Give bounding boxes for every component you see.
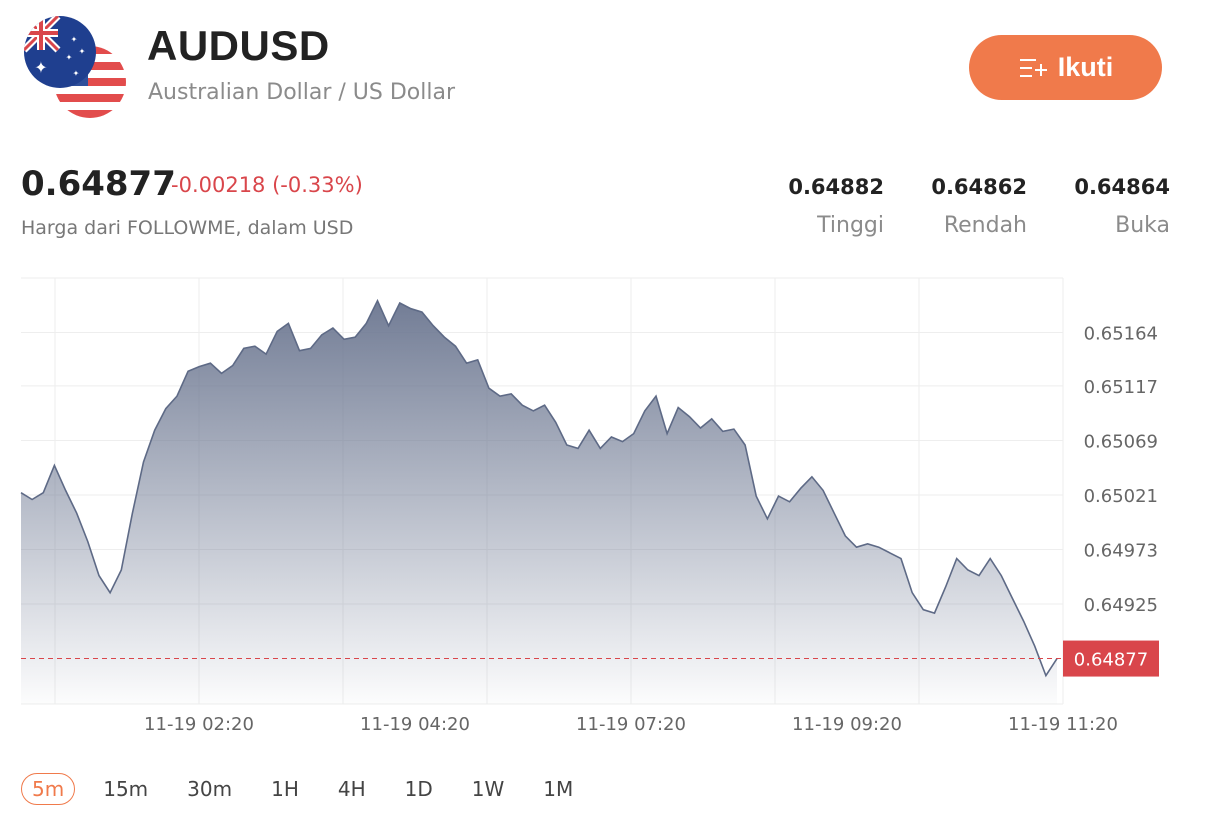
stat-high-value: 0.64882 xyxy=(788,175,884,199)
add-to-list-icon xyxy=(1019,58,1047,77)
x-tick-label: 11-19 07:20 xyxy=(576,714,686,735)
y-tick-label: 0.65164 xyxy=(1084,324,1158,345)
stat-high-label: Tinggi xyxy=(817,213,884,238)
y-tick-label: 0.64973 xyxy=(1084,541,1158,562)
stat-open: 0.64864 Buka xyxy=(1030,175,1170,238)
current-price-label: 0.64877 xyxy=(1074,650,1148,671)
timeframe-1m[interactable]: 1M xyxy=(543,777,574,801)
x-tick-label: 11-19 02:20 xyxy=(144,714,254,735)
svg-text:✦: ✦ xyxy=(79,47,86,56)
stat-low-label: Rendah xyxy=(943,213,1027,238)
timeframe-15m[interactable]: 15m xyxy=(103,777,149,801)
stat-high: 0.64882 Tinggi xyxy=(744,175,884,238)
y-tick-label: 0.65117 xyxy=(1084,377,1158,398)
timeframe-selector: 5m 15m 30m 1H 4H 1D 1W 1M xyxy=(21,773,601,805)
price-chart[interactable]: 0.65164 0.65117 0.65069 0.65021 0.64973 0.649… xyxy=(0,270,1206,740)
currency-pair-flags: ✦ ✦ ✦ ✦ ✦ xyxy=(24,16,128,120)
follow-button-label: Ikuti xyxy=(1057,52,1114,82)
price-line xyxy=(20,298,1058,678)
x-tick-label: 11-19 04:20 xyxy=(360,714,470,735)
timeframe-5m[interactable]: 5m xyxy=(21,773,76,805)
timeframe-1w[interactable]: 1W xyxy=(471,777,505,801)
svg-text:✦: ✦ xyxy=(34,58,47,77)
australia-flag-icon: ✦ ✦ ✦ ✦ ✦ xyxy=(24,16,96,88)
timeframe-30m[interactable]: 30m xyxy=(187,777,233,801)
timeframe-1h[interactable]: 1H xyxy=(271,777,299,801)
x-tick-label: 11-19 11:20 xyxy=(1008,714,1118,735)
svg-text:✦: ✦ xyxy=(71,35,78,44)
y-tick-label: 0.65069 xyxy=(1084,431,1158,452)
last-price: 0.64877 xyxy=(21,164,176,204)
price-area-fill xyxy=(21,300,1057,704)
stat-open-label: Buka xyxy=(1115,213,1170,238)
current-price-tag xyxy=(1063,640,1159,677)
symbol-title: AUDUSD xyxy=(147,22,330,69)
pair-full-name: Australian Dollar / US Dollar xyxy=(148,80,456,105)
svg-text:✦: ✦ xyxy=(66,53,73,62)
timeframe-1d[interactable]: 1D xyxy=(404,777,433,801)
y-tick-label: 0.64925 xyxy=(1084,595,1158,616)
stat-low-value: 0.64862 xyxy=(931,175,1027,199)
y-tick-label: 0.65021 xyxy=(1084,486,1158,507)
price-source-note: Harga dari FOLLOWME, dalam USD xyxy=(21,217,354,239)
follow-button[interactable]: Ikuti xyxy=(969,35,1162,100)
price-chart-svg[interactable]: 0.65164 0.65117 0.65069 0.65021 0.64973 0.649… xyxy=(0,270,1206,740)
stat-open-value: 0.64864 xyxy=(1074,175,1170,199)
timeframe-4h[interactable]: 4H xyxy=(337,777,366,801)
stat-low: 0.64862 Rendah xyxy=(887,175,1027,238)
svg-text:✦: ✦ xyxy=(73,69,80,78)
x-tick-label: 11-19 09:20 xyxy=(792,714,902,735)
price-change: -0.00218 (-0.33%) xyxy=(171,173,363,197)
